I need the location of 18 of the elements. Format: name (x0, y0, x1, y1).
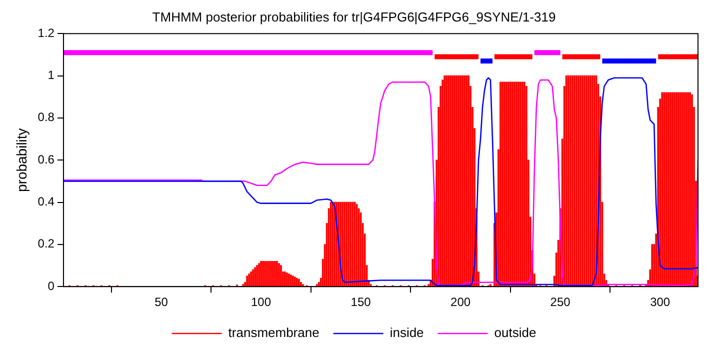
legend-label: inside (390, 325, 424, 340)
y-tick-label: 0.4 (38, 194, 55, 209)
x-tick-label: 100 (251, 295, 272, 310)
y-tick-label: 0.6 (38, 152, 55, 166)
y-axis-title: probability (13, 128, 30, 192)
y-tick-label: 0.8 (38, 110, 55, 124)
legend-label: transmembrane (228, 325, 320, 340)
x-tick-label: 300 (650, 295, 670, 310)
x-tick-label: 150 (350, 295, 372, 310)
y-tick-label: 0 (48, 278, 55, 293)
x-tick-label: 50 (154, 295, 168, 310)
chart-title: TMHMM posterior probabilities for tr|G4FPG6|G4FPG6_9SYNE/1-319 (152, 9, 556, 24)
y-tick-label: 0.2 (38, 236, 55, 251)
legend-label: outside (494, 325, 536, 340)
y-tick-label: 1 (48, 68, 55, 82)
x-tick-label: 250 (550, 295, 571, 310)
x-tick-label: 200 (450, 295, 471, 310)
y-tick-label: 1.2 (38, 26, 55, 40)
